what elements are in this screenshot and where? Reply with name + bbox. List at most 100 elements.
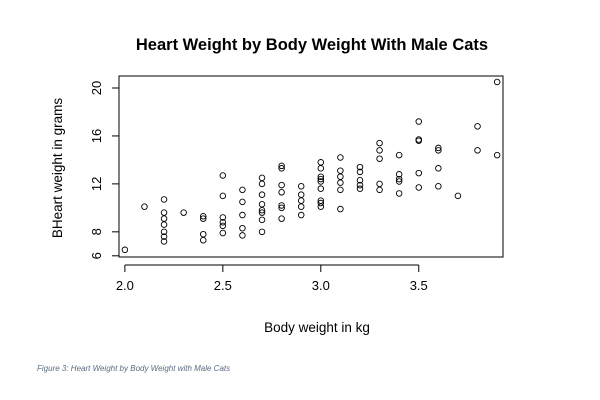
data-point bbox=[141, 203, 148, 210]
data-point bbox=[337, 167, 344, 174]
data-point bbox=[219, 192, 227, 200]
data-point bbox=[493, 78, 501, 86]
data-point bbox=[258, 191, 266, 198]
x-tick-label: 3.0 bbox=[312, 278, 330, 293]
data-point bbox=[199, 236, 207, 244]
data-points bbox=[121, 78, 501, 254]
data-point bbox=[278, 215, 285, 222]
data-point bbox=[297, 191, 305, 198]
data-point bbox=[160, 233, 168, 240]
data-point bbox=[337, 173, 344, 180]
data-point bbox=[317, 175, 325, 183]
data-point bbox=[474, 123, 481, 130]
data-point bbox=[317, 199, 325, 207]
data-point bbox=[435, 147, 442, 154]
y-tick-label: 16 bbox=[89, 129, 104, 143]
data-point bbox=[239, 232, 246, 239]
data-point bbox=[258, 228, 266, 236]
chart-title: Heart Weight by Body Weight With Male Ca… bbox=[136, 36, 488, 54]
y-axis: 6 8 12 16 20 bbox=[89, 81, 120, 259]
data-point bbox=[258, 216, 266, 224]
data-point bbox=[415, 118, 423, 125]
x-tick-label: 2.5 bbox=[214, 278, 232, 293]
data-point bbox=[317, 173, 325, 180]
data-point bbox=[219, 222, 227, 230]
data-point bbox=[278, 204, 285, 212]
data-point bbox=[239, 211, 246, 219]
y-tick-label: 20 bbox=[89, 81, 104, 95]
data-point bbox=[160, 221, 168, 228]
data-point bbox=[493, 151, 501, 159]
data-point bbox=[258, 180, 266, 188]
y-tick-label: 8 bbox=[89, 228, 104, 235]
data-point bbox=[395, 171, 403, 178]
plot-frame bbox=[118, 75, 504, 258]
data-point bbox=[160, 196, 168, 203]
data-point bbox=[160, 209, 168, 216]
data-point bbox=[258, 174, 266, 182]
data-point bbox=[356, 163, 364, 171]
data-point bbox=[356, 177, 364, 184]
data-point bbox=[219, 172, 227, 179]
data-point bbox=[337, 205, 344, 213]
data-point bbox=[278, 181, 285, 189]
y-axis-label: BHeart weight in grams bbox=[50, 98, 65, 239]
data-point bbox=[435, 183, 442, 190]
data-point bbox=[395, 178, 403, 185]
data-point bbox=[376, 139, 383, 147]
data-point bbox=[395, 190, 403, 197]
data-point bbox=[219, 229, 227, 237]
data-point bbox=[160, 228, 168, 236]
data-point bbox=[395, 151, 403, 159]
data-point bbox=[356, 185, 364, 192]
data-point bbox=[317, 197, 325, 204]
y-tick-label: 6 bbox=[89, 252, 104, 259]
data-point bbox=[317, 165, 325, 172]
data-point bbox=[258, 209, 266, 216]
data-point bbox=[258, 201, 266, 208]
data-point bbox=[337, 154, 344, 161]
data-point bbox=[121, 246, 129, 254]
data-point bbox=[180, 209, 187, 216]
data-point bbox=[219, 218, 227, 226]
data-point bbox=[297, 197, 305, 204]
data-point bbox=[337, 186, 344, 194]
data-point bbox=[199, 212, 207, 220]
data-point bbox=[317, 185, 325, 192]
data-point bbox=[239, 198, 246, 206]
data-point bbox=[435, 165, 442, 172]
data-point bbox=[415, 136, 423, 143]
data-point bbox=[337, 179, 344, 186]
data-point bbox=[199, 215, 207, 222]
data-point bbox=[239, 224, 246, 232]
data-point bbox=[474, 147, 481, 154]
data-point bbox=[199, 230, 207, 238]
data-point bbox=[239, 186, 246, 194]
y-tick-label: 12 bbox=[89, 177, 104, 191]
data-point bbox=[415, 169, 423, 177]
data-point bbox=[376, 180, 383, 188]
data-point bbox=[395, 175, 403, 183]
data-point bbox=[278, 162, 285, 170]
data-point bbox=[454, 192, 462, 200]
data-point bbox=[160, 215, 168, 222]
x-axis-label: Body weight in kg bbox=[264, 320, 370, 335]
data-point bbox=[317, 159, 325, 166]
data-point bbox=[415, 184, 423, 191]
data-point bbox=[356, 168, 364, 176]
data-point bbox=[435, 144, 442, 152]
figure-caption: Figure 3: Heart Weight by Body Weight wi… bbox=[37, 364, 231, 373]
data-point bbox=[376, 147, 383, 154]
x-tick-label: 2.0 bbox=[116, 278, 134, 293]
data-point bbox=[356, 181, 364, 189]
data-point bbox=[219, 214, 227, 221]
data-point bbox=[376, 186, 383, 194]
data-point bbox=[317, 178, 325, 185]
x-axis: 2.0 2.5 3.0 3.5 bbox=[116, 264, 428, 293]
data-point bbox=[278, 202, 285, 209]
x-tick-label: 3.5 bbox=[410, 278, 428, 293]
data-point bbox=[297, 183, 305, 190]
data-point bbox=[278, 165, 285, 172]
